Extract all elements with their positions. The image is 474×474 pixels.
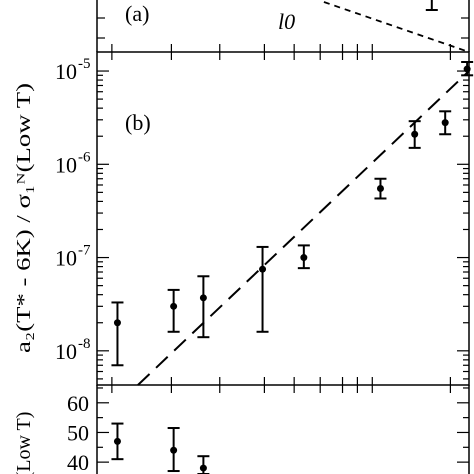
panel-a-annotation-l0: l0 <box>278 9 295 34</box>
panel-c-ytick-label: 40 <box>67 450 89 474</box>
panel-b-fit-line <box>137 70 470 386</box>
panel-b-ytick-label: 10 <box>55 59 77 84</box>
panel-c-ticks <box>97 385 469 463</box>
panel-a: (a) l0 <box>96 0 470 53</box>
panel-a-ticks <box>97 17 469 52</box>
panel-c-tick-labels: 40 50 60 <box>67 391 89 474</box>
panel-b-point-marker <box>199 294 207 302</box>
panel-b-point-marker <box>463 65 471 73</box>
panel-b-point-marker <box>411 130 419 138</box>
panel-a-label: (a) <box>125 1 149 26</box>
panel-c-point-marker <box>170 446 178 454</box>
panel-b-ytick-label: 10 <box>55 339 77 364</box>
panel-b-point-marker <box>300 254 308 262</box>
panel-b-label: (b) <box>125 110 151 135</box>
panel-a-dashed-line <box>323 1 470 53</box>
panel-b-point-marker <box>113 319 121 327</box>
panel-b-ytick-exponent: -7 <box>78 243 91 259</box>
panel-b-ytick-exponent: -6 <box>78 149 91 165</box>
panel-c-ytick-label: 50 <box>67 420 89 445</box>
panel-c-ytick-label: 60 <box>67 391 89 416</box>
panel-b-fit-line-group <box>137 70 470 386</box>
panel-b-ytick-exponent: -5 <box>78 56 91 72</box>
panel-c-point-marker <box>113 437 121 445</box>
panel-b-frame <box>96 51 470 386</box>
panel-b-ytick-exponent: -8 <box>78 336 91 352</box>
panel-b-points <box>111 60 474 367</box>
panel-c-point-marker <box>199 464 207 472</box>
panel-b-ytick-label: 10 <box>55 246 77 271</box>
panel-a-series <box>323 0 470 53</box>
panel-b-y-axis-label: a₂(T* - 6K) / σ₁ᴺ(Low T) <box>13 83 35 353</box>
panel-b-point-marker <box>376 185 384 193</box>
panel-b-ytick-label: 10 <box>55 152 77 177</box>
panel-c-y-axis-label: (Low T) <box>13 412 35 474</box>
panel-b: 10-810-710-610-5 (b) a₂(T* - 6K) / σ₁ᴺ(L… <box>13 51 474 386</box>
panel-b-tick-labels: 10-810-710-610-5 <box>55 56 91 364</box>
panel-b-point-marker <box>170 302 178 310</box>
panel-b-ticks <box>97 52 469 385</box>
panel-b-point-marker <box>441 119 449 127</box>
panel-b-point-marker <box>259 265 267 273</box>
panel-c: 40 50 60 (Low T) <box>13 385 470 474</box>
panel-c-points <box>111 422 210 474</box>
